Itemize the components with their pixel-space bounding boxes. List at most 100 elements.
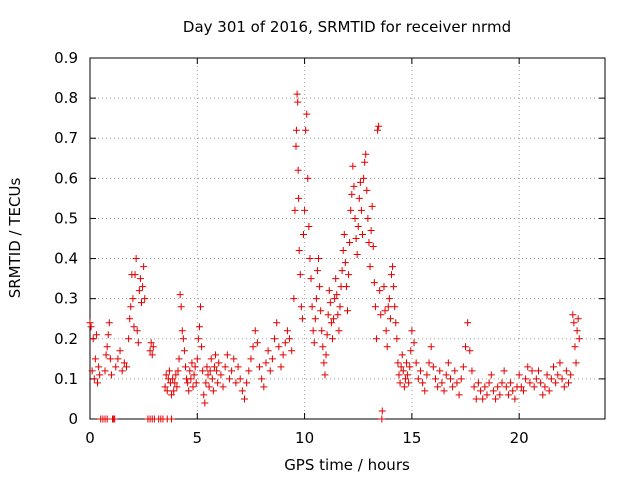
- data-point: [206, 367, 214, 375]
- data-point: [353, 251, 361, 259]
- x-tick-label: 20: [510, 429, 529, 447]
- data-point: [107, 371, 115, 379]
- data-point: [171, 379, 179, 387]
- data-point: [207, 355, 215, 363]
- data-point: [361, 158, 369, 166]
- data-point: [310, 339, 318, 347]
- data-point: [399, 367, 407, 375]
- data-point: [372, 335, 380, 343]
- data-point: [522, 375, 530, 383]
- data-point: [295, 247, 303, 255]
- data-point: [234, 363, 242, 371]
- data-point: [477, 387, 485, 395]
- data-point: [354, 222, 362, 230]
- data-point: [139, 283, 147, 291]
- data-point: [198, 343, 206, 351]
- data-point: [397, 363, 405, 371]
- data-point: [574, 315, 582, 323]
- data-point: [539, 391, 547, 399]
- data-point: [376, 287, 384, 295]
- data-point: [502, 383, 510, 391]
- data-point: [519, 387, 527, 395]
- data-point: [558, 375, 566, 383]
- data-point: [249, 343, 257, 351]
- data-point: [95, 363, 103, 371]
- data-point: [221, 363, 229, 371]
- y-tick-label: 0.5: [54, 209, 78, 227]
- data-point: [201, 399, 209, 407]
- data-point: [565, 379, 573, 387]
- data-point: [187, 375, 195, 383]
- data-point: [266, 367, 274, 375]
- data-point: [262, 359, 270, 367]
- data-point: [295, 194, 303, 202]
- data-point: [135, 287, 143, 295]
- data-point: [188, 359, 196, 367]
- data-point: [214, 379, 222, 387]
- data-point: [291, 206, 299, 214]
- data-point: [208, 375, 216, 383]
- data-point: [169, 375, 177, 383]
- data-point: [118, 367, 126, 375]
- data-point: [114, 355, 122, 363]
- data-point: [258, 375, 266, 383]
- data-point: [405, 379, 413, 387]
- data-point: [286, 335, 294, 343]
- data-point: [111, 415, 119, 423]
- data-point: [347, 206, 355, 214]
- data-point: [371, 303, 379, 311]
- data-point: [179, 335, 187, 343]
- data-point: [133, 327, 141, 335]
- data-point: [434, 383, 442, 391]
- data-point: [360, 174, 368, 182]
- data-point: [335, 327, 343, 335]
- data-point: [380, 283, 388, 291]
- data-point: [122, 363, 130, 371]
- data-point: [163, 387, 171, 395]
- data-point: [391, 303, 399, 311]
- data-point: [325, 287, 333, 295]
- data-point: [356, 178, 364, 186]
- data-point: [168, 415, 176, 423]
- data-point: [385, 295, 393, 303]
- data-point: [336, 303, 344, 311]
- data-point: [416, 367, 424, 375]
- data-point: [394, 359, 402, 367]
- data-point: [149, 343, 157, 351]
- data-point: [317, 307, 325, 315]
- data-point: [191, 363, 199, 371]
- data-point: [489, 387, 497, 395]
- data-point: [334, 311, 342, 319]
- data-point: [168, 391, 176, 399]
- data-point: [324, 311, 332, 319]
- data-point: [438, 379, 446, 387]
- data-point: [292, 126, 300, 134]
- data-point: [251, 327, 259, 335]
- data-point: [264, 347, 272, 355]
- y-tick-label: 0.7: [54, 129, 78, 147]
- data-point: [293, 90, 301, 98]
- data-point: [315, 255, 323, 263]
- y-tick-label: 0.3: [54, 290, 78, 308]
- data-point: [550, 363, 557, 371]
- data-point: [288, 347, 296, 355]
- data-point: [173, 383, 181, 391]
- data-point: [148, 351, 156, 359]
- data-point: [407, 347, 415, 355]
- data-point: [442, 371, 450, 379]
- data-point: [359, 230, 367, 238]
- data-point: [320, 359, 328, 367]
- data-point: [375, 122, 383, 130]
- data-point: [457, 375, 465, 383]
- data-point: [316, 283, 324, 291]
- data-point: [296, 271, 304, 279]
- data-point: [387, 271, 395, 279]
- data-point: [300, 230, 308, 238]
- data-point: [406, 363, 414, 371]
- y-axis-label: SRMTID / TECUs: [6, 178, 24, 299]
- y-tick-label: 0.8: [54, 89, 78, 107]
- data-point: [141, 295, 149, 303]
- data-point: [404, 371, 412, 379]
- data-point: [344, 307, 351, 315]
- data-point: [569, 311, 577, 319]
